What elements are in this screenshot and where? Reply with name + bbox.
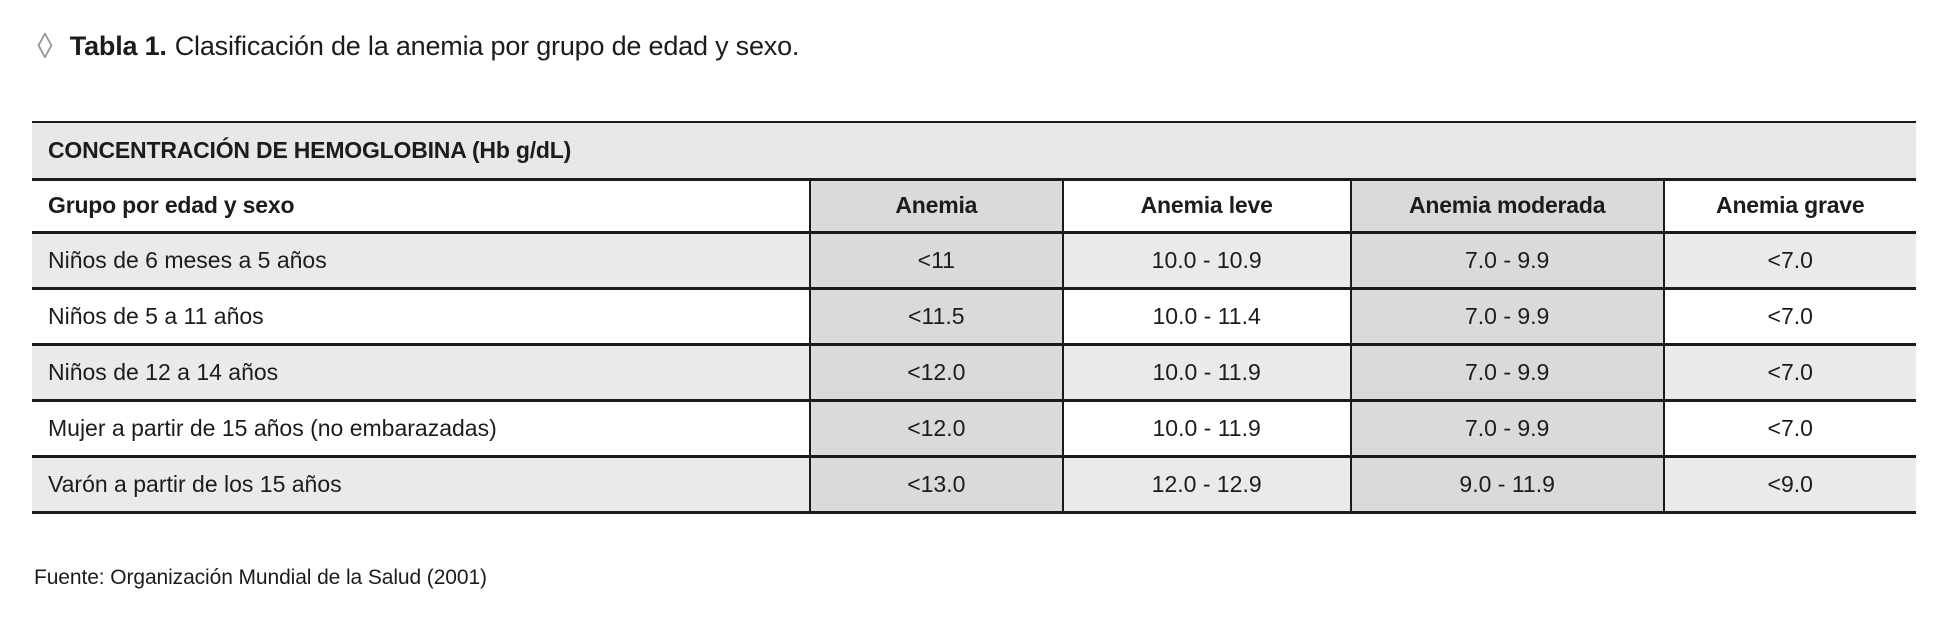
table-cell-group: Niños de 6 meses a 5 años bbox=[32, 232, 811, 290]
table-cell-anemia-leve: 10.0 - 11.4 bbox=[1061, 288, 1351, 346]
table-cell-anemia-leve: 10.0 - 11.9 bbox=[1061, 400, 1351, 458]
table-cell-anemia: <12.0 bbox=[809, 400, 1063, 458]
table-cell-anemia-moderada: 7.0 - 9.9 bbox=[1349, 344, 1664, 402]
table-cell-group: Niños de 5 a 11 años bbox=[32, 288, 811, 346]
header-row: Grupo por edad y sexo Anemia Anemia leve… bbox=[32, 179, 1916, 234]
column-header-anemia-moderada: Anemia moderada bbox=[1349, 179, 1664, 234]
diamond-icon: ◊ bbox=[37, 25, 53, 66]
table-cell-anemia-leve: 10.0 - 10.9 bbox=[1061, 232, 1351, 290]
anemia-classification-table: CONCENTRACIÓN DE HEMOGLOBINA (Hb g/dL) G… bbox=[32, 121, 1916, 514]
table-cell-group: Mujer a partir de 15 años (no embarazada… bbox=[32, 400, 811, 458]
table-cell-anemia-moderada: 7.0 - 9.9 bbox=[1349, 400, 1664, 458]
table-cell-anemia-grave: <7.0 bbox=[1662, 288, 1916, 346]
table-row: Niños de 6 meses a 5 años <11 10.0 - 10.… bbox=[32, 232, 1916, 290]
table-cell-group: Varón a partir de los 15 años bbox=[32, 456, 811, 514]
caption-label: Tabla 1. bbox=[69, 30, 167, 61]
table-cell-anemia: <12.0 bbox=[809, 344, 1063, 402]
table-row: Mujer a partir de 15 años (no embarazada… bbox=[32, 400, 1916, 458]
table-caption: ◊ Tabla 1. Clasificación de la anemia por… bbox=[36, 28, 799, 64]
table-row: Varón a partir de los 15 años <13.0 12.0… bbox=[32, 456, 1916, 514]
table-cell-anemia-moderada: 7.0 - 9.9 bbox=[1349, 232, 1664, 290]
table-cell-anemia-grave: <9.0 bbox=[1662, 456, 1916, 514]
table-cell-anemia: <11 bbox=[809, 232, 1063, 290]
table-cell-anemia-grave: <7.0 bbox=[1662, 344, 1916, 402]
table-row: Niños de 5 a 11 años <11.5 10.0 - 11.4 7… bbox=[32, 288, 1916, 346]
table-cell-anemia-grave: <7.0 bbox=[1662, 232, 1916, 290]
band-header-cell: CONCENTRACIÓN DE HEMOGLOBINA (Hb g/dL) bbox=[32, 121, 1916, 181]
table-cell-anemia-moderada: 9.0 - 11.9 bbox=[1349, 456, 1664, 514]
column-header-anemia-grave: Anemia grave bbox=[1662, 179, 1916, 234]
column-header-anemia-leve: Anemia leve bbox=[1061, 179, 1351, 234]
table-cell-anemia: <11.5 bbox=[809, 288, 1063, 346]
table-cell-group: Niños de 12 a 14 años bbox=[32, 344, 811, 402]
band-header-row: CONCENTRACIÓN DE HEMOGLOBINA (Hb g/dL) bbox=[32, 121, 1916, 181]
table-cell-anemia-leve: 12.0 - 12.9 bbox=[1061, 456, 1351, 514]
column-header-grupo: Grupo por edad y sexo bbox=[32, 179, 811, 234]
table-cell-anemia-moderada: 7.0 - 9.9 bbox=[1349, 288, 1664, 346]
table-cell-anemia-grave: <7.0 bbox=[1662, 400, 1916, 458]
source-note: Fuente: Organización Mundial de la Salud… bbox=[34, 566, 487, 589]
column-header-anemia: Anemia bbox=[809, 179, 1063, 234]
table-cell-anemia: <13.0 bbox=[809, 456, 1063, 514]
caption-text: Tabla 1. Clasificación de la anemia por g… bbox=[69, 30, 800, 62]
table-row: Niños de 12 a 14 años <12.0 10.0 - 11.9 … bbox=[32, 344, 1916, 402]
table-cell-anemia-leve: 10.0 - 11.9 bbox=[1061, 344, 1351, 402]
caption-description: Clasificación de la anemia por grupo de … bbox=[174, 30, 800, 61]
